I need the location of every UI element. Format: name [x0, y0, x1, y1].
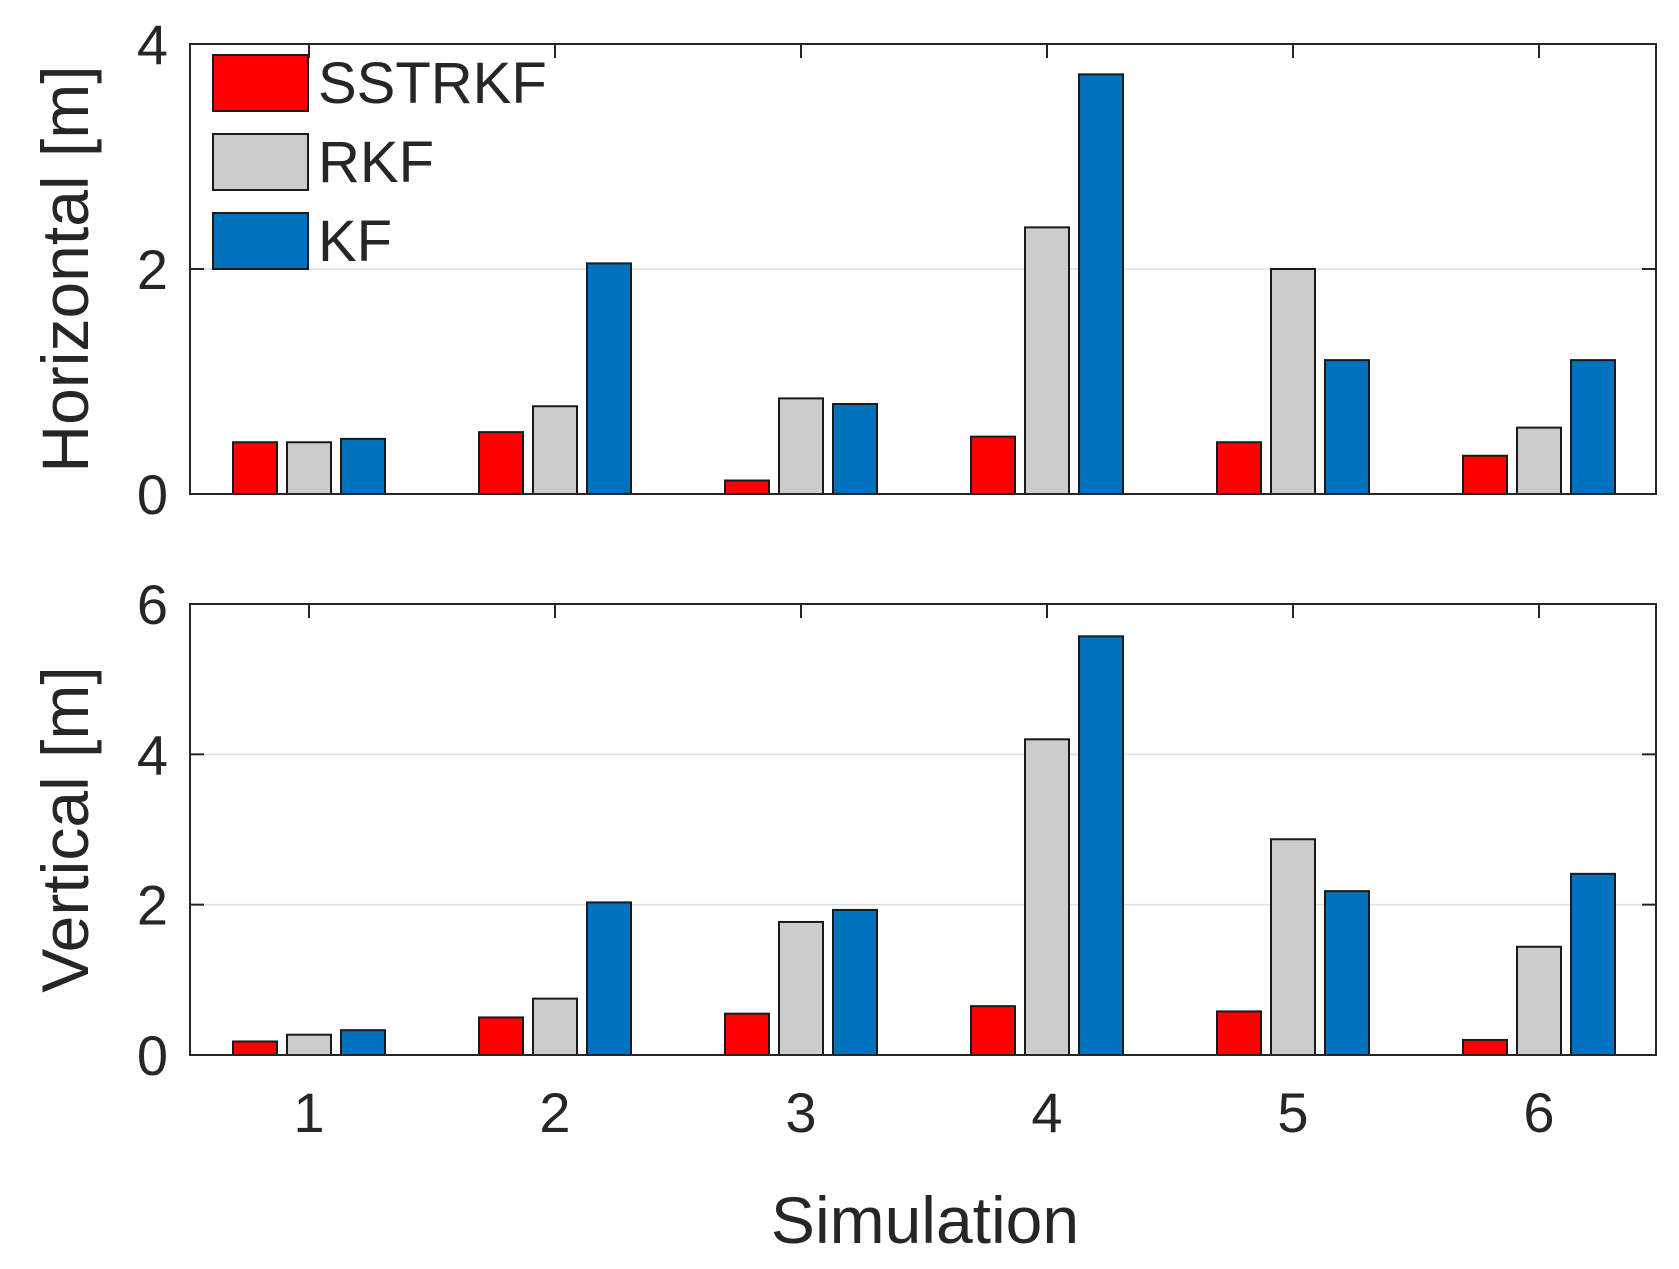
bar-sstrkf-sim-4 — [970, 435, 1016, 495]
bar-sstrkf-sim-5 — [1216, 441, 1262, 495]
bar-sstrkf-sim-3 — [724, 479, 770, 495]
legend-swatch-kf — [212, 212, 309, 270]
bar-sstrkf-sim-1 — [232, 441, 278, 495]
bar-sstrkf-sim-6 — [1462, 1038, 1508, 1057]
bar-kf-sim-6 — [1570, 872, 1616, 1056]
bar-rkf-sim-1 — [286, 1033, 332, 1056]
axes-frame — [189, 43, 1657, 495]
bar-kf-sim-5 — [1324, 890, 1370, 1056]
x-tick-label: 5 — [1277, 1081, 1308, 1144]
bar-kf-sim-2 — [586, 901, 632, 1057]
bar-rkf-sim-6 — [1516, 945, 1562, 1057]
y-tick-label: 4 — [137, 723, 168, 786]
y-axis-label: Vertical [m] — [28, 666, 102, 992]
bar-rkf-sim-6 — [1516, 426, 1562, 495]
legend-label-sstrkf: SSTRKF — [318, 51, 547, 116]
bar-kf-sim-4 — [1078, 73, 1124, 495]
x-tick-label: 4 — [1031, 1081, 1062, 1144]
x-tick-label: 3 — [785, 1081, 816, 1144]
bar-rkf-sim-3 — [778, 397, 824, 495]
bar-kf-sim-2 — [586, 262, 632, 495]
y-tick-label: 2 — [137, 238, 168, 301]
y-tick-label: 0 — [137, 1024, 168, 1087]
axes-frame — [189, 603, 1657, 1056]
bar-sstrkf-sim-2 — [478, 1016, 524, 1057]
legend-swatch-sstrkf — [212, 54, 309, 112]
bar-rkf-sim-1 — [286, 441, 332, 495]
y-tick-label: 0 — [137, 463, 168, 526]
legend-label-rkf: RKF — [318, 130, 434, 195]
bar-rkf-sim-5 — [1270, 838, 1316, 1056]
bar-sstrkf-sim-6 — [1462, 454, 1508, 495]
bar-kf-sim-1 — [340, 437, 386, 495]
bar-sstrkf-sim-2 — [478, 431, 524, 495]
x-axis-label: Simulation — [771, 1183, 1079, 1257]
legend-swatch-rkf — [212, 133, 309, 191]
legend: SSTRKF RKF KF — [212, 51, 547, 274]
x-tick-label: 1 — [293, 1081, 324, 1144]
bar-sstrkf-sim-4 — [970, 1005, 1016, 1056]
bar-rkf-sim-3 — [778, 920, 824, 1057]
bar-kf-sim-1 — [340, 1029, 386, 1056]
bar-sstrkf-sim-1 — [232, 1040, 278, 1056]
bar-sstrkf-sim-5 — [1216, 1010, 1262, 1056]
x-tick-label: 2 — [539, 1081, 570, 1144]
x-tick-label: 6 — [1523, 1081, 1554, 1144]
bar-kf-sim-6 — [1570, 359, 1616, 495]
y-tick-label: 6 — [137, 573, 168, 636]
legend-label-kf: KF — [318, 209, 392, 274]
y-axis-label: Horizontal [m] — [28, 65, 102, 472]
bar-kf-sim-3 — [832, 403, 878, 495]
bar-sstrkf-sim-3 — [724, 1012, 770, 1056]
bar-rkf-sim-4 — [1024, 738, 1070, 1056]
bar-rkf-sim-4 — [1024, 226, 1070, 495]
bar-rkf-sim-5 — [1270, 268, 1316, 495]
bar-rkf-sim-2 — [532, 405, 578, 495]
bar-kf-sim-5 — [1324, 359, 1370, 495]
bar-kf-sim-3 — [832, 908, 878, 1057]
y-tick-label: 4 — [137, 13, 168, 76]
horizontal-error-panel: 0 2 4 Horizontal [m] SSTRKF RKF KF — [28, 13, 1657, 526]
y-tick-label: 2 — [137, 874, 168, 937]
bar-rkf-sim-2 — [532, 997, 578, 1056]
bar-kf-sim-4 — [1078, 635, 1124, 1056]
vertical-error-panel: 0 2 4 6 Vertical [m] 1 2 3 4 5 6 — [28, 573, 1657, 1144]
